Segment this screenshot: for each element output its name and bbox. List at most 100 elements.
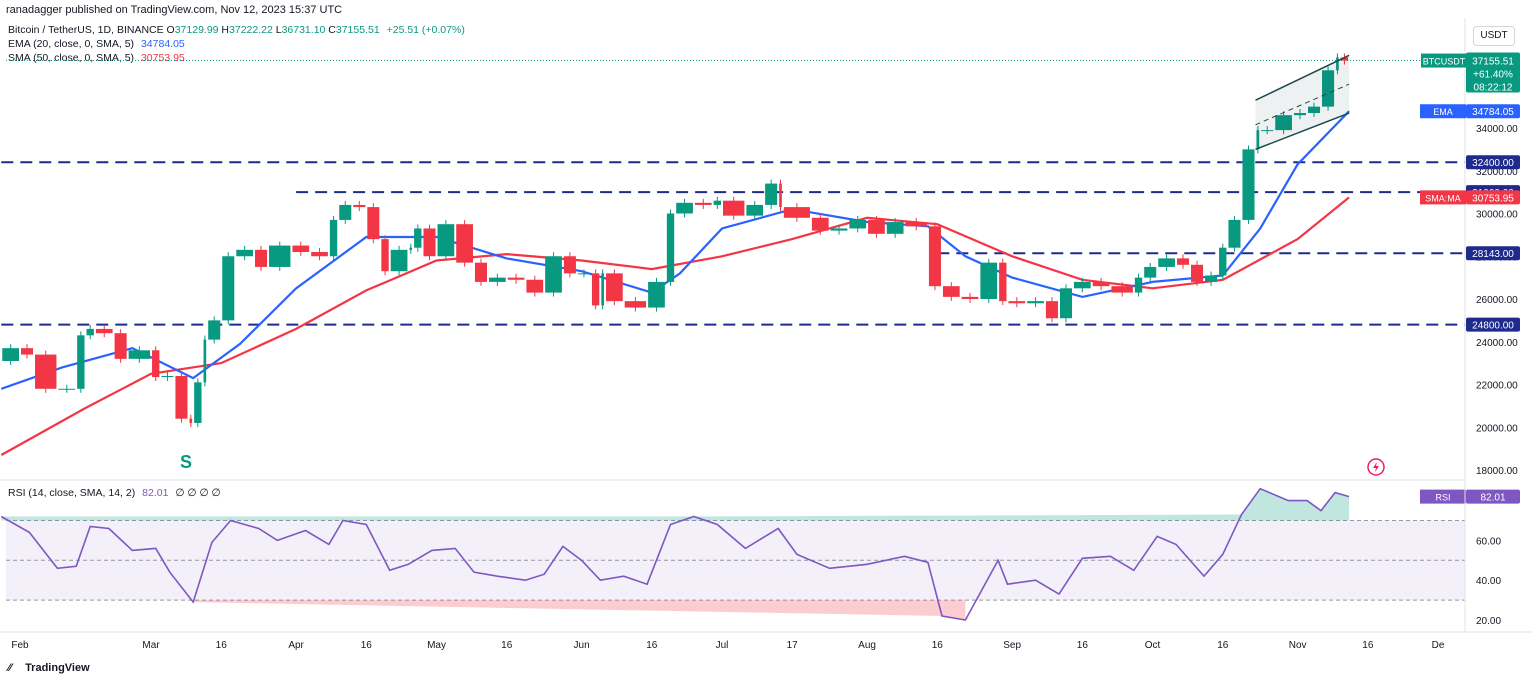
rsi-value-tag — [1466, 489, 1520, 504]
ma-name-label: EMA — [1433, 107, 1453, 117]
price-bar — [961, 296, 979, 299]
ma-value-label: 34784.05 — [1472, 107, 1514, 118]
ohlc-key: O — [166, 24, 175, 36]
price-bar — [1242, 149, 1255, 220]
price-bar — [194, 382, 202, 423]
x-tick-label: 16 — [361, 640, 373, 651]
symbol-legend: Bitcoin / TetherUS, 1D, BINANCE O37129.9… — [8, 24, 465, 36]
price-bar — [779, 183, 782, 208]
price-bar — [367, 207, 380, 240]
lightning-icon[interactable] — [1367, 458, 1385, 476]
price-bar — [666, 213, 675, 282]
y-tick-label: 34000.00 — [1476, 124, 1518, 135]
price-bar — [2, 348, 19, 361]
price-bar — [1092, 281, 1110, 287]
y-tick-label: 22000.00 — [1476, 381, 1518, 392]
rsi-name-label: RSI — [1435, 493, 1450, 503]
price-bar — [339, 204, 352, 220]
x-tick-label: Mar — [142, 640, 160, 651]
price-bar — [222, 256, 235, 321]
x-tick-label: Aug — [858, 640, 876, 651]
x-tick-label: May — [427, 640, 446, 651]
y-tick-label: 30000.00 — [1476, 210, 1518, 221]
price-bar — [203, 339, 207, 383]
price-bar — [1205, 275, 1218, 282]
price-bar — [1191, 264, 1204, 282]
price-bar — [746, 204, 764, 216]
price-bar — [765, 183, 778, 205]
ma-name-tag — [1420, 190, 1466, 205]
price-bar — [1074, 281, 1091, 289]
ema-legend: EMA (20, close, 0, SMA, 5) 34784.05 — [8, 38, 185, 50]
price-bar — [676, 202, 693, 214]
price-bar — [21, 348, 34, 355]
rsi-overbought-fill — [1, 488, 1350, 521]
price-bar — [292, 245, 310, 252]
ma-value-tag — [1466, 190, 1520, 205]
price-bar — [526, 279, 544, 293]
level-tag-label: 28143.00 — [1472, 249, 1514, 260]
channel-upper — [1255, 54, 1350, 101]
price-bar — [905, 222, 927, 227]
ma-value-label: 30753.95 — [1472, 193, 1514, 204]
rsi-line — [0, 487, 1350, 621]
price-bar — [269, 245, 291, 267]
price-bar — [1293, 113, 1306, 116]
price-bar — [1219, 247, 1227, 276]
last-price-tag-line: 37155.51 — [1472, 57, 1514, 68]
price-bar — [1059, 288, 1072, 319]
price-bar — [886, 222, 904, 234]
price-bar — [409, 247, 413, 250]
currency-button[interactable]: USDT — [1473, 26, 1515, 46]
tradingview-logo-text: TradingView — [25, 662, 90, 674]
level-tag — [1466, 246, 1520, 261]
price-bar — [1045, 301, 1058, 319]
sma50-line — [0, 196, 1350, 456]
tradingview-logo-icon: ⁄⁄ — [8, 662, 12, 674]
level-tag — [1466, 155, 1520, 170]
price-bar — [489, 277, 506, 282]
price-bar — [189, 418, 193, 423]
price-bar — [563, 256, 576, 274]
x-tick-label: Oct — [1145, 640, 1161, 651]
price-bar — [208, 320, 221, 340]
price-bar — [1027, 301, 1044, 304]
last-price-tag-line: 08:22:12 — [1474, 83, 1513, 94]
rsi-tick-label: 40.00 — [1476, 576, 1501, 587]
price-bar — [507, 277, 525, 280]
x-tick-label: Feb — [11, 640, 29, 651]
price-bar — [1340, 57, 1349, 61]
price-bar — [353, 204, 366, 208]
x-tick-label: Jun — [574, 640, 590, 651]
rsi-oversold-fill — [193, 600, 966, 620]
rsi-legend-extras: ∅ ∅ ∅ ∅ — [175, 487, 221, 499]
price-bar — [606, 273, 623, 302]
x-tick-label: Nov — [1289, 640, 1307, 651]
price-bar — [381, 239, 389, 272]
price-bar — [1144, 266, 1157, 278]
price-bar — [1322, 70, 1335, 107]
support-annotation-s: S — [180, 452, 192, 472]
price-bar — [1176, 258, 1189, 265]
rsi-legend-label: RSI (14, close, SMA, 14, 2) — [8, 487, 136, 499]
y-tick-label: 26000.00 — [1476, 295, 1518, 306]
ohlc-value: 37222.22 — [229, 24, 273, 36]
level-tag-label: 32400.00 — [1472, 158, 1514, 169]
price-bar — [161, 375, 174, 378]
price-bar — [1134, 277, 1143, 293]
y-tick-label: 32000.00 — [1476, 167, 1518, 178]
price-bar — [437, 224, 455, 257]
price-bar — [648, 281, 665, 308]
price-bar — [175, 375, 188, 419]
x-tick-label: De — [1432, 640, 1445, 651]
ohlc-key: C — [325, 24, 336, 36]
price-bar — [311, 251, 328, 257]
ohlc-value: 37155.51 — [335, 24, 380, 36]
x-tick-label: 16 — [646, 640, 658, 651]
x-tick-label: 16 — [216, 640, 228, 651]
x-tick-label: Apr — [288, 640, 304, 651]
rsi-tick-label: 20.00 — [1476, 616, 1501, 627]
rsi-legend-value: 82.01 — [142, 487, 169, 499]
price-bar — [1111, 286, 1133, 293]
